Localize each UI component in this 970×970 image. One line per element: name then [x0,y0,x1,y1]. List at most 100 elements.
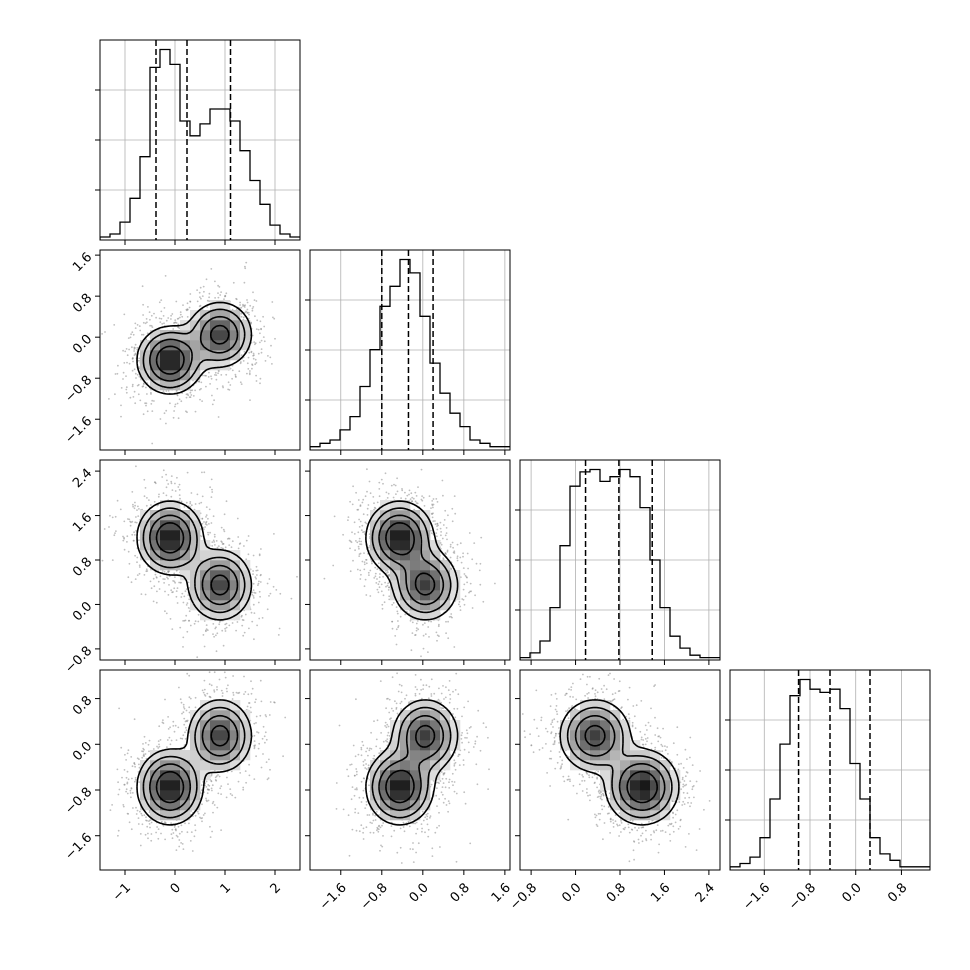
scatter-point [177,317,180,320]
scatter-point [395,606,398,608]
scatter-point [188,711,191,714]
scatter-point [459,576,462,579]
scatter-point [432,498,435,500]
density-cell [420,580,431,591]
scatter-point [212,623,215,625]
scatter-point [376,568,379,570]
scatter-point [151,410,154,412]
scatter-point [194,410,197,413]
scatter-point [422,496,425,499]
scatter-point [182,601,185,604]
scatter-point [266,582,269,585]
scatter-point [218,286,221,288]
scatter-point [175,829,177,832]
scatter-point [185,726,187,729]
scatter-point [249,370,251,372]
scatter-point [197,620,200,623]
scatter-point [114,532,116,534]
scatter-point [179,313,182,316]
scatter-point [208,683,211,686]
density-cell [150,560,161,571]
scatter-point [240,354,243,356]
scatter-point [138,564,141,567]
scatter-point [136,809,139,812]
scatter-point [414,634,416,636]
scatter-point [129,524,132,527]
scatter-point [296,575,298,578]
density-cell [190,340,201,351]
scatter-point [156,826,159,828]
density-cell [220,550,231,561]
scatter-point [146,570,149,572]
scatter-point [178,398,181,401]
scatter-point [222,528,225,531]
scatter-point [396,612,399,615]
density-cell [440,580,451,591]
scatter-point [382,594,385,597]
scatter-point [103,528,106,530]
scatter-point [135,465,137,468]
contour-line [149,315,239,382]
scatter-point [290,597,293,600]
scatter-point [243,545,245,547]
scatter-point [412,497,415,500]
scatter-point [212,515,215,518]
scatter-point [453,550,456,553]
scatter-point [205,385,207,388]
scatter-point [217,545,220,547]
scatter-point [494,582,496,585]
density-cell [200,350,211,361]
scatter-point [236,517,239,520]
scatter-point [189,396,192,398]
scatter-point [394,635,397,637]
scatter-point [248,373,251,376]
scatter-point [359,543,361,545]
scatter-point [143,478,146,481]
scatter-point [125,391,128,394]
scatter-point [244,613,247,616]
scatter-point [121,776,123,779]
scatter-point [260,339,263,342]
scatter-point [445,527,448,529]
scatter-point [126,354,129,357]
scatter-point [186,316,189,318]
scatter-point [122,371,125,374]
scatter-point [449,545,452,548]
density-cell [440,560,451,571]
scatter-point [132,503,134,506]
scatter-point [436,501,439,503]
scatter-point [247,368,250,370]
density-cell [180,530,191,541]
scatter-point [444,509,447,512]
scatter-point [410,649,413,652]
density-cell [200,600,211,611]
scatter-point [468,591,470,594]
histogram-panel-0 [95,39,301,245]
density-cell [400,550,411,561]
scatter-point [210,496,213,498]
scatter-point [239,381,242,384]
scatter-point [145,568,148,571]
scatter-point [391,627,394,630]
scatter-point [182,636,185,639]
scatter-point [256,319,259,322]
scatter-point [235,297,238,300]
scatter-point [123,362,126,364]
density-cell [160,370,171,381]
density-cell [140,340,151,351]
density-cell [200,340,211,351]
scatter-point [253,747,256,750]
scatter-point [113,324,116,326]
scatter-point [247,553,250,556]
scatter-point [380,590,383,593]
scatter-point [136,346,139,349]
scatter-point [409,498,412,500]
density-cell [170,330,181,341]
y-tick-label: −0.8 [62,373,95,406]
scatter-point [104,331,106,333]
scatter-point [158,745,161,748]
scatter-point [165,390,168,392]
density-cell [420,510,431,521]
density-cell [180,360,191,371]
scatter-point [150,587,153,590]
